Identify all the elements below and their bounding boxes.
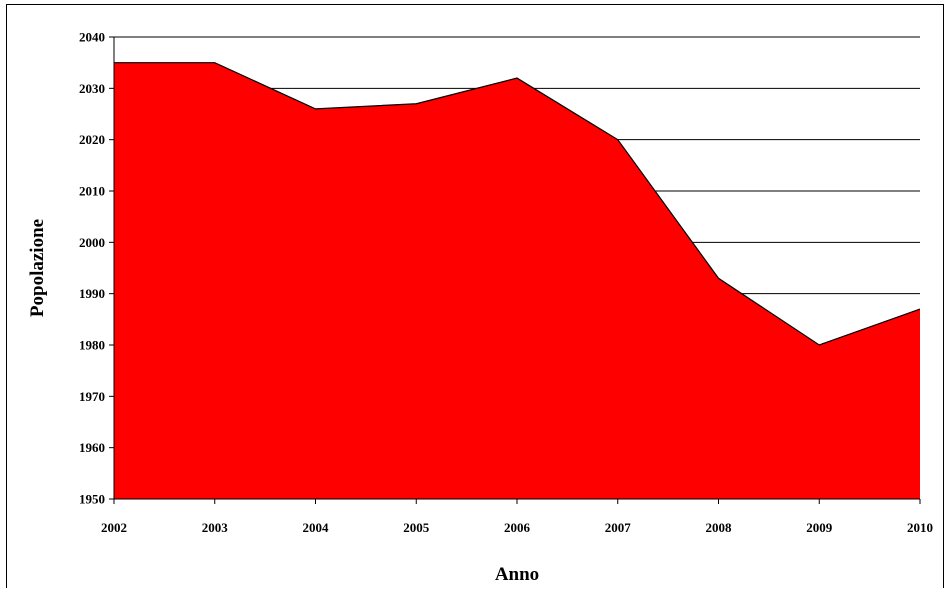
ytick-label-1970: 1970: [79, 389, 105, 404]
series-line-0: [114, 62, 921, 346]
x-axis-title: Anno: [495, 564, 539, 585]
xtick-label-2004: 2004: [303, 520, 330, 535]
ytick-label-2010: 2010: [79, 184, 105, 199]
x-ticks: 2002 2003 2004 2005 2006 2007 2008 2009 2010: [101, 499, 933, 535]
xtick-label-2003: 2003: [202, 520, 229, 535]
xtick-label-2006: 2006: [504, 520, 531, 535]
ytick-label-2040: 2040: [79, 30, 105, 45]
y-axis-title: Popolazione: [27, 219, 48, 317]
ytick-label-1980: 1980: [79, 338, 105, 353]
xtick-label-2009: 2009: [806, 520, 833, 535]
ytick-label-2000: 2000: [79, 235, 105, 250]
xtick-label-2007: 2007: [605, 520, 632, 535]
xtick-label-2005: 2005: [403, 520, 430, 535]
xtick-label-2008: 2008: [706, 520, 733, 535]
ytick-label-2020: 2020: [79, 132, 105, 147]
ytick-label-1950: 1950: [79, 492, 105, 507]
ytick-label-1960: 1960: [79, 440, 105, 455]
series-area-0: [114, 62, 920, 500]
xtick-label-2010: 2010: [907, 520, 933, 535]
series-layer: [114, 62, 921, 500]
ytick-label-1990: 1990: [79, 286, 105, 301]
y-ticks: 1950 1960 1970 1980 1990 2000 2010 2020 2030 2040: [79, 30, 114, 507]
xtick-label-2002: 2002: [101, 520, 127, 535]
ytick-label-2030: 2030: [79, 81, 105, 96]
chart-frame: [6, 4, 944, 588]
